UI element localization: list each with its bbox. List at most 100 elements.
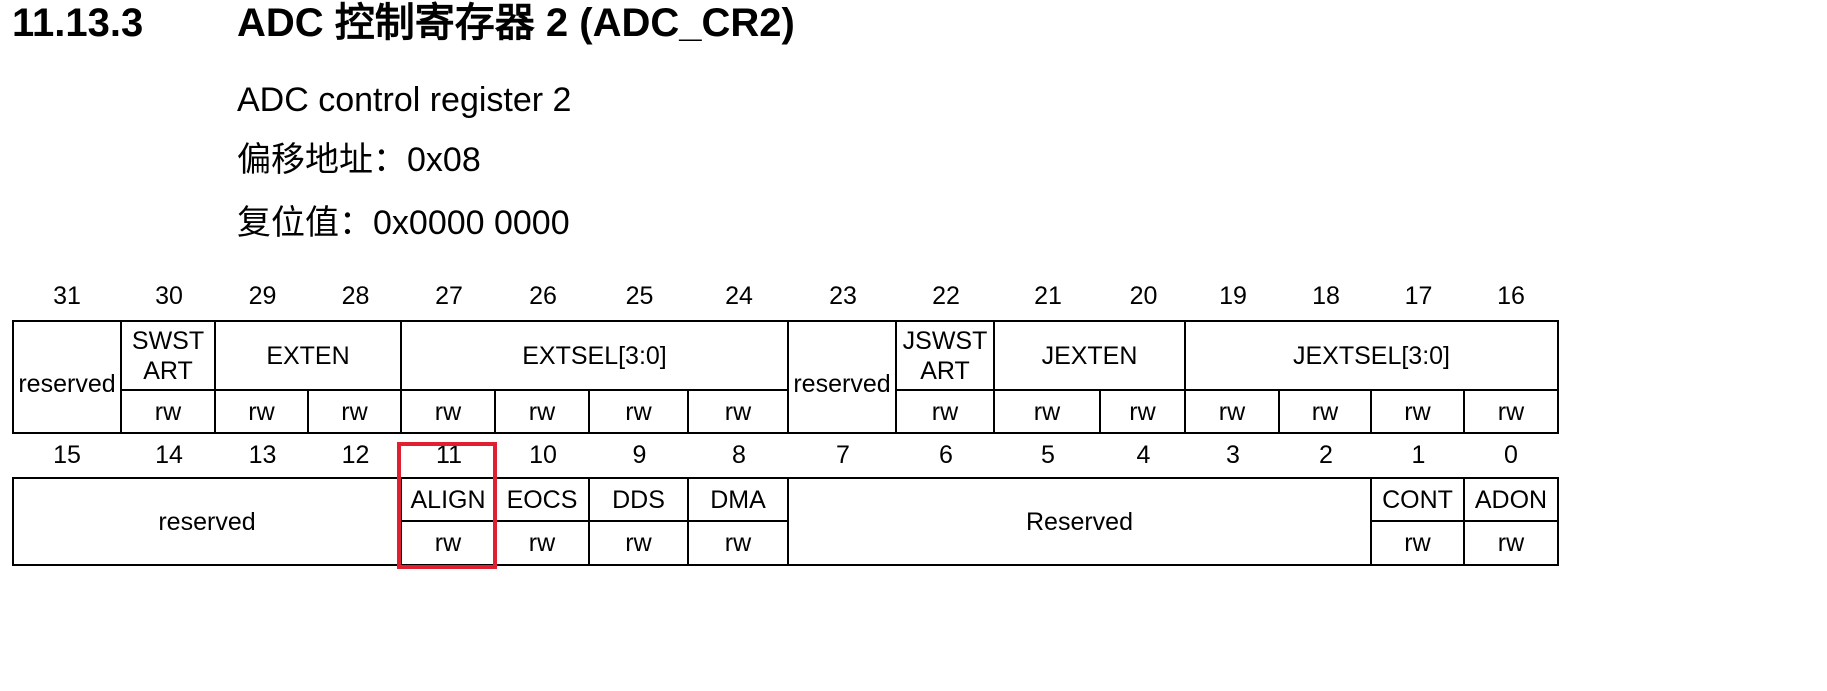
access-label: rw [724, 529, 752, 557]
upper-bit-numbers: 31 30 29 28 27 26 25 24 23 22 21 20 19 1… [0, 278, 1827, 314]
access-label: rw [1129, 397, 1156, 426]
table-border [12, 477, 1559, 479]
bit-number: 16 [1497, 282, 1525, 310]
access-label: rw [1218, 397, 1246, 426]
bit-number: 27 [435, 282, 463, 310]
lower-register-table: reserved ALIGN EOCS DDS DMA Reserved CON… [0, 477, 1827, 566]
bit-number: 18 [1312, 282, 1340, 310]
offset-value: 0x08 [407, 141, 481, 179]
section-title: ADC 控制寄存器 2 (ADC_CR2) [237, 1, 795, 45]
upper-register-table: reserved SWST ART EXTEN EXTSEL[3:0] rese… [0, 320, 1827, 434]
bit-divider [1278, 389, 1280, 434]
field-dma: DMA [710, 485, 766, 514]
field-divider [993, 320, 995, 434]
field-reserved-15-12: reserved [158, 507, 256, 536]
access-row-divider [1370, 520, 1559, 522]
offset-address: 偏移地址：0x08 [237, 140, 481, 180]
bit-number: 30 [155, 282, 183, 310]
field-divider [120, 320, 122, 434]
field-cont: CONT [1382, 485, 1453, 514]
bit-number: 15 [53, 441, 81, 469]
access-label: rw [248, 397, 275, 426]
field-eocs: EOCS [506, 485, 578, 514]
table-border [1557, 320, 1559, 434]
bit-number: 1 [1411, 441, 1426, 469]
field-adon: ADON [1474, 485, 1548, 514]
bit-number: 0 [1504, 441, 1518, 469]
bit-number: 21 [1034, 282, 1062, 310]
bit-number: 19 [1219, 282, 1247, 310]
bit-number: 13 [248, 441, 277, 469]
bit-number: 4 [1136, 441, 1151, 469]
access-label: rw [154, 397, 182, 426]
field-reserved-23: reserved [793, 370, 891, 398]
bit-divider [307, 389, 309, 434]
reset-value: 复位值：0x0000 0000 [237, 203, 570, 243]
table-border [12, 477, 14, 566]
access-label: rw [528, 397, 556, 426]
field-jexten: JEXTEN [1041, 341, 1138, 370]
field-divider [1184, 320, 1186, 434]
access-row-divider [120, 389, 789, 391]
field-reserved-31: reserved [18, 370, 116, 398]
access-row-divider [400, 520, 789, 522]
field-reserved-7-2: Reserved [1026, 507, 1133, 536]
access-row-divider [895, 389, 1559, 391]
access-label: rw [528, 529, 556, 557]
bit-number: 22 [932, 282, 960, 310]
field-swstart: SWST ART [131, 326, 205, 385]
access-label: rw [1497, 397, 1525, 426]
bit-divider [1463, 389, 1465, 434]
bit-number: 9 [632, 441, 647, 469]
bit-divider [588, 389, 590, 434]
access-label: rw [1497, 529, 1525, 557]
offset-label: 偏移地址： [237, 141, 407, 179]
access-label: rw [724, 397, 752, 426]
bit-number: 31 [53, 282, 81, 310]
bit-number: 17 [1404, 282, 1433, 310]
bit-number: 24 [725, 282, 753, 310]
reset-label: 复位值： [237, 204, 373, 242]
table-border [12, 432, 1559, 434]
access-label: rw [931, 397, 959, 426]
field-divider [895, 320, 897, 434]
access-label: rw [625, 529, 652, 557]
field-jextsel: JEXTSEL[3:0] [1292, 341, 1451, 370]
bit-number: 7 [836, 441, 850, 469]
section-number: 11.13.3 [12, 1, 144, 45]
field-divider [787, 320, 789, 434]
bit-divider [1099, 389, 1101, 434]
bit-number: 23 [829, 282, 857, 310]
field-extsel: EXTSEL[3:0] [522, 341, 667, 370]
bit-divider [494, 389, 496, 434]
field-dds: DDS [612, 485, 665, 514]
bit-number: 8 [732, 441, 746, 469]
bit-divider [687, 389, 689, 434]
access-label: rw [625, 397, 652, 426]
access-label: rw [1404, 397, 1431, 426]
table-border [12, 564, 1559, 566]
bit-number: 12 [341, 441, 370, 469]
bit-number: 10 [529, 441, 557, 469]
bit-number: 3 [1226, 441, 1240, 469]
bit-number: 29 [248, 282, 277, 310]
access-label: rw [1404, 529, 1431, 557]
bit-number: 6 [939, 441, 953, 469]
bit-number: 11 [436, 441, 462, 469]
lower-bit-numbers: 15 14 13 12 11 10 9 8 7 6 5 4 3 2 1 0 [0, 437, 1827, 473]
field-divider [400, 320, 402, 434]
reset-value-text: 0x0000 0000 [373, 204, 570, 242]
field-jswstart: JSWST ART [902, 326, 988, 385]
field-exten: EXTEN [266, 341, 350, 370]
access-label: rw [1033, 397, 1061, 426]
access-label: rw [434, 397, 462, 426]
field-align: ALIGN [410, 485, 486, 514]
access-label: rw [341, 397, 368, 426]
register-english-name: ADC control register 2 [237, 81, 572, 119]
bit-divider [1370, 389, 1372, 434]
bit-number: 25 [625, 282, 654, 310]
bit-number: 26 [529, 282, 557, 310]
bit-number: 2 [1319, 441, 1333, 469]
access-label: rw [1311, 397, 1339, 426]
table-border [12, 320, 14, 434]
